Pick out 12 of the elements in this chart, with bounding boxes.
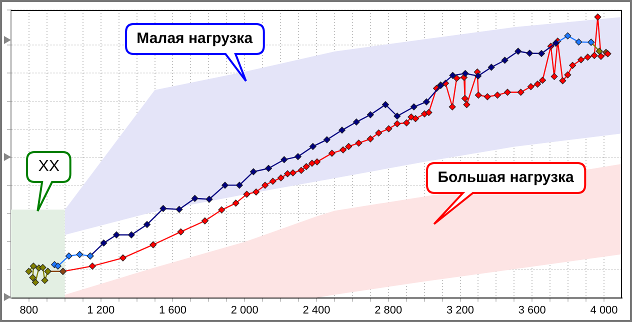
x-tick-label: 4 000 xyxy=(590,304,618,316)
x-tick-label: 3 600 xyxy=(518,304,546,316)
x-tick-label: 2 000 xyxy=(230,304,258,316)
x-tick-label: 3 200 xyxy=(446,304,474,316)
x-tick-label: 2 800 xyxy=(374,304,402,316)
annotation: XX xyxy=(37,157,61,178)
x-tick-label: 1 600 xyxy=(158,304,186,316)
annotation: Большая нагрузка xyxy=(436,168,575,188)
x-tick-label: 800 xyxy=(20,304,38,316)
x-tick-label: 1 200 xyxy=(87,304,115,316)
x-tick-label: 2 400 xyxy=(302,304,330,316)
annotation: Малая нагрузка xyxy=(136,28,254,49)
